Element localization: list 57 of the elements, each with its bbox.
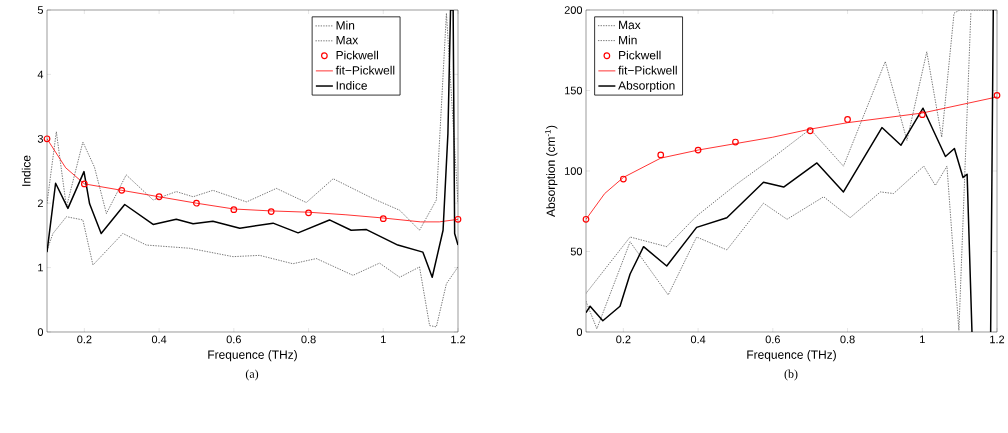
y-axis-title: Indice <box>21 155 31 186</box>
point <box>993 91 1001 99</box>
legend-label: fit−Pickwell <box>335 65 395 75</box>
point <box>230 206 238 214</box>
x-axis-title: Frequence (THz) <box>747 350 836 362</box>
point <box>118 186 126 194</box>
point <box>80 180 88 188</box>
x-tick-label: 0.6 <box>226 335 241 344</box>
legend-label: Pickwell <box>619 50 661 60</box>
x-tick-label: 0.8 <box>840 335 855 344</box>
x-tick-label: 0.4 <box>151 335 167 344</box>
y-tick-label: 150 <box>565 86 583 95</box>
y-tick-label: 0 <box>37 328 44 336</box>
y-tick-label: 4 <box>37 70 44 79</box>
y-tick-label: 200 <box>564 6 583 14</box>
legend-label: Pickwell <box>336 50 378 60</box>
point <box>193 199 200 207</box>
y-tick-label: 50 <box>570 247 583 256</box>
x-tick-label: 0.2 <box>616 335 631 344</box>
x-tick-label: 1 <box>920 335 925 344</box>
point <box>379 215 387 223</box>
text: (b) <box>784 369 798 381</box>
x-tick-label: 0.4 <box>690 335 706 344</box>
legend-label: Indice <box>336 80 367 90</box>
legend-label: Min <box>336 20 355 30</box>
x-tick-label: 1 <box>381 335 386 344</box>
y-tick-label: 1 <box>38 263 43 272</box>
x-tick-label: 0.2 <box>77 335 92 344</box>
legend-label: Absorption <box>618 80 675 93</box>
legend-label: fit−Pickwell <box>618 65 677 75</box>
y-axis-title: Absorption (cm$^{-1}$) <box>545 125 558 217</box>
x-tick-label: 0.8 <box>301 335 316 344</box>
x-tick-label: 1.2 <box>451 335 466 344</box>
line-series <box>47 216 458 328</box>
y-tick-label: 2 <box>37 199 43 208</box>
point <box>305 209 312 217</box>
x-axis-title: Frequence (THz) <box>208 350 297 362</box>
point <box>267 208 275 215</box>
x-tick-label: 0.6 <box>765 335 780 344</box>
legend-label: Max <box>336 35 359 45</box>
point <box>155 193 163 201</box>
point <box>918 111 926 119</box>
y-tick-label: 0 <box>576 328 583 336</box>
y-tick-label: 5 <box>37 6 44 14</box>
point <box>732 138 739 146</box>
point <box>844 116 851 123</box>
point <box>619 175 627 183</box>
legend-label: Min <box>619 35 637 45</box>
y-tick-label: 100 <box>565 167 583 175</box>
x-tick-label: 1.2 <box>990 335 1005 344</box>
legend-label: Max <box>619 20 641 30</box>
text: (a) <box>245 369 259 381</box>
point <box>806 127 814 135</box>
line-series <box>47 12 458 231</box>
y-tick-label: 3 <box>37 134 43 143</box>
point <box>694 146 702 154</box>
point <box>657 151 665 159</box>
